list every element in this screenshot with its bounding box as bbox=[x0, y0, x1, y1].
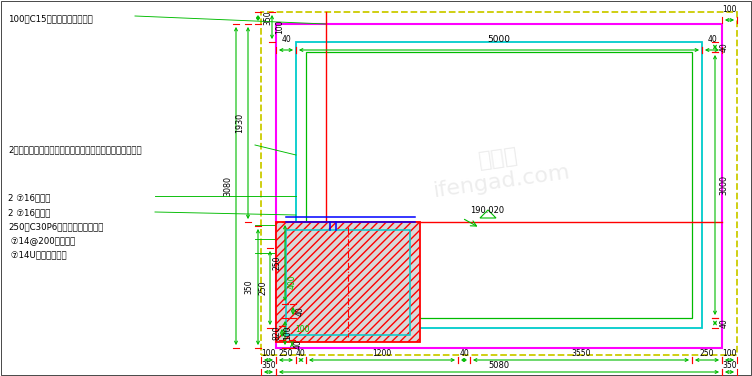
Text: 100厚C15混凑土垫层混凝型桌: 100厚C15混凑土垫层混凝型桌 bbox=[8, 14, 92, 23]
Text: 250厚C30P6抗渗键筋混凝土结构: 250厚C30P6抗渗键筋混凝土结构 bbox=[8, 222, 103, 231]
Text: 5000: 5000 bbox=[487, 35, 511, 44]
Text: 3000: 3000 bbox=[720, 175, 729, 195]
Bar bbox=[276, 24, 722, 348]
Text: 100: 100 bbox=[284, 326, 293, 340]
Text: 190.020: 190.020 bbox=[470, 206, 504, 215]
Text: 40: 40 bbox=[296, 350, 306, 358]
Text: 40: 40 bbox=[707, 35, 717, 44]
Bar bbox=[286, 230, 410, 335]
Text: 3080: 3080 bbox=[223, 176, 232, 196]
Text: ⑦14U型锁边津上条: ⑦14U型锁边津上条 bbox=[8, 250, 67, 259]
Text: 40: 40 bbox=[281, 35, 291, 44]
Text: 100: 100 bbox=[261, 350, 276, 358]
Text: 100: 100 bbox=[722, 350, 737, 358]
Text: 100: 100 bbox=[275, 20, 284, 34]
Text: 5080: 5080 bbox=[489, 361, 510, 370]
Bar bbox=[296, 42, 702, 328]
Text: 350: 350 bbox=[261, 361, 276, 370]
Text: 350: 350 bbox=[244, 280, 253, 294]
Text: 2层聚氨酯防水涂料（内糊聚氨酯无机布一层，一布三涂）: 2层聚氨酯防水涂料（内糊聚氨酯无机布一层，一布三涂） bbox=[8, 145, 141, 154]
Bar bbox=[276, 222, 420, 342]
Text: 250: 250 bbox=[700, 350, 714, 358]
Text: 350: 350 bbox=[263, 11, 272, 25]
Bar bbox=[261, 12, 737, 355]
Text: 3550: 3550 bbox=[572, 350, 591, 358]
Text: 400: 400 bbox=[287, 275, 296, 289]
Text: 350: 350 bbox=[722, 361, 737, 370]
Text: 1200: 1200 bbox=[372, 350, 392, 358]
Text: 820: 820 bbox=[272, 326, 281, 340]
Text: 40: 40 bbox=[459, 350, 469, 358]
Text: 2 ⑦16加强筋: 2 ⑦16加强筋 bbox=[8, 193, 50, 202]
Bar bbox=[306, 52, 692, 318]
Text: 250: 250 bbox=[272, 256, 281, 270]
Text: 100: 100 bbox=[295, 326, 309, 335]
Text: 1930: 1930 bbox=[235, 113, 244, 133]
Text: 2 ⑦16加强筋: 2 ⑦16加强筋 bbox=[8, 208, 50, 217]
Text: 250: 250 bbox=[259, 281, 268, 295]
Text: 250: 250 bbox=[279, 350, 293, 358]
Text: ⑦14@200双层双向: ⑦14@200双层双向 bbox=[8, 236, 75, 245]
Text: 冰风网
ifengad.com: 冰风网 ifengad.com bbox=[429, 139, 572, 201]
Text: 40: 40 bbox=[293, 339, 302, 349]
Text: 40: 40 bbox=[720, 42, 729, 52]
Text: 40: 40 bbox=[296, 306, 305, 316]
Text: 40: 40 bbox=[720, 318, 729, 328]
Text: 100: 100 bbox=[722, 6, 737, 15]
